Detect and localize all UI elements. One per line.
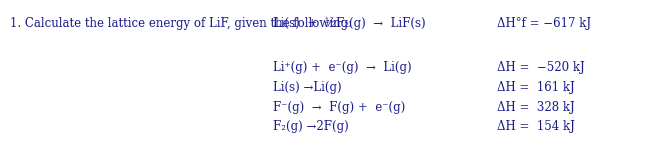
Text: Li(s) →Li(g): Li(s) →Li(g) [273,81,342,94]
Text: ΔH =  328 kJ: ΔH = 328 kJ [497,101,574,114]
Text: Li⁺(g) +  e⁻(g)  →  Li(g): Li⁺(g) + e⁻(g) → Li(g) [273,61,412,74]
Text: Li(s)  +  ½F₂(g)  →  LiF(s): Li(s) + ½F₂(g) → LiF(s) [273,17,426,30]
Text: ΔH =  161 kJ: ΔH = 161 kJ [497,81,574,94]
Text: ΔH =  154 kJ: ΔH = 154 kJ [497,120,574,133]
Text: F₂(g) →2F(g): F₂(g) →2F(g) [273,120,349,133]
Text: 1. Calculate the lattice energy of LiF, given the following:: 1. Calculate the lattice energy of LiF, … [10,17,352,30]
Text: ΔH°f = −617 kJ: ΔH°f = −617 kJ [497,17,591,30]
Text: F⁻(g)  →  F(g) +  e⁻(g): F⁻(g) → F(g) + e⁻(g) [273,101,405,114]
Text: ΔH =  −520 kJ: ΔH = −520 kJ [497,61,584,74]
